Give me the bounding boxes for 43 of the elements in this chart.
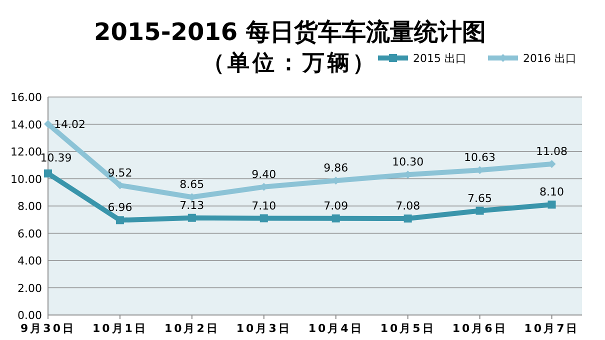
chart-subtitle: （单位：万辆） [202, 51, 378, 76]
data-label: 7.09 [324, 199, 348, 212]
point [116, 216, 124, 224]
y-tick-label: 16.00 [10, 91, 42, 104]
data-label: 9.52 [108, 166, 132, 180]
y-tick-label: 10.00 [10, 172, 42, 186]
x-tick-label: 10月2日 [164, 322, 220, 335]
y-tick-label: 0.00 [18, 309, 42, 322]
data-label: 9.40 [252, 168, 276, 181]
y-tick-label: 14.00 [10, 118, 42, 132]
y-tick-label: 2.00 [18, 282, 42, 295]
data-label: 7.08 [396, 200, 420, 213]
data-label: 11.08 [536, 145, 568, 158]
x-tick-label: 9月30日 [20, 322, 76, 335]
x-tick-label: 10月1日 [92, 322, 148, 335]
y-tick-label: 6.00 [18, 227, 42, 240]
legend-label: 2016 出口 [523, 52, 576, 65]
y-tick-label: 8.00 [18, 200, 42, 213]
chart-title: 2015-2016 每日货车车流量统计图 [94, 18, 486, 46]
point [404, 214, 412, 223]
y-tick-label: 4.00 [18, 254, 42, 268]
point [548, 200, 556, 209]
x-tick-label: 10月6日 [452, 322, 508, 335]
x-tick-label: 10月7日 [524, 322, 580, 335]
data-label: 8.10 [540, 186, 564, 199]
point [44, 120, 52, 128]
x-tick-label: 10月4日 [308, 322, 364, 335]
data-label: 7.65 [468, 192, 492, 205]
data-label: 10.30 [392, 156, 424, 169]
data-label: 10.39 [40, 151, 72, 164]
data-label: 7.13 [180, 198, 204, 212]
data-label: 14.02 [54, 118, 86, 131]
point [44, 169, 52, 178]
data-label: 8.65 [180, 178, 204, 192]
data-label: 6.96 [108, 201, 132, 214]
data-label: 10.63 [464, 151, 496, 164]
y-tick-label: 12.00 [10, 146, 42, 158]
data-label: 9.86 [324, 162, 348, 175]
point [476, 206, 484, 215]
data-label: 7.10 [252, 199, 276, 212]
x-tick-label: 10月5日 [380, 322, 436, 335]
legend-label: 2015 出口 [413, 52, 466, 65]
x-tick-label: 10月3日 [236, 322, 292, 335]
